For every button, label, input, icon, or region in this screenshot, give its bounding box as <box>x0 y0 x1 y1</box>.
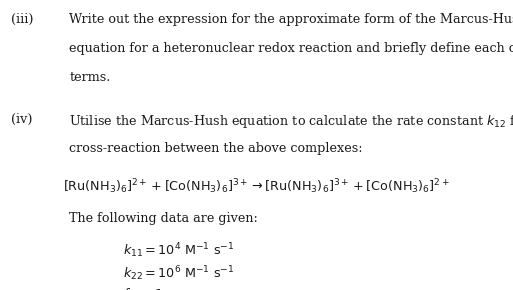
Text: $k_{11} = 10^{4}\ \mathrm{M^{-1}\ s^{-1}}$: $k_{11} = 10^{4}\ \mathrm{M^{-1}\ s^{-1}… <box>123 241 234 260</box>
Text: Write out the expression for the approximate form of the Marcus-Hush: Write out the expression for the approxi… <box>69 13 513 26</box>
Text: cross-reaction between the above complexes:: cross-reaction between the above complex… <box>69 142 363 155</box>
Text: Utilise the Marcus-Hush equation to calculate the rate constant $k_{12}$ for the: Utilise the Marcus-Hush equation to calc… <box>69 113 513 130</box>
Text: $[\mathrm{Ru(NH_3)_6}]^{2+} + [\mathrm{Co(NH_3)_6}]^{3+} \rightarrow [\mathrm{Ru: $[\mathrm{Ru(NH_3)_6}]^{2+} + [\mathrm{C… <box>63 177 450 195</box>
Text: $f_{12} \approx 1$: $f_{12} \approx 1$ <box>123 287 164 290</box>
Text: terms.: terms. <box>69 71 111 84</box>
Text: $k_{22} = 10^{6}\ \mathrm{M^{-1}\ s^{-1}}$: $k_{22} = 10^{6}\ \mathrm{M^{-1}\ s^{-1}… <box>123 264 234 282</box>
Text: (iii): (iii) <box>11 13 34 26</box>
Text: equation for a heteronuclear redox reaction and briefly define each of its: equation for a heteronuclear redox react… <box>69 42 513 55</box>
Text: The following data are given:: The following data are given: <box>69 212 258 225</box>
Text: (iv): (iv) <box>11 113 33 126</box>
